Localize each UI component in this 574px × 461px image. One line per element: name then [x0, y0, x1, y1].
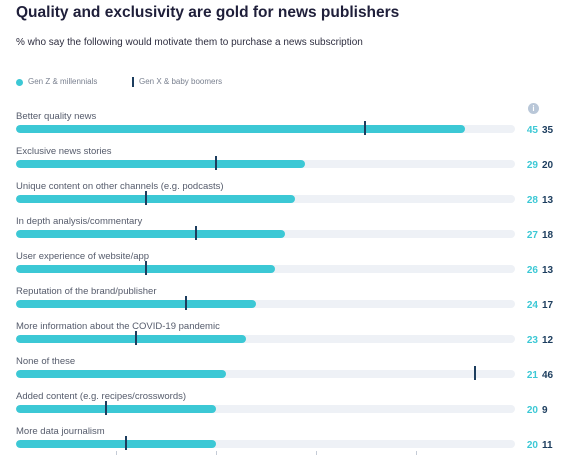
legend-label-genx: Gen X & baby boomers — [139, 77, 223, 86]
chart-title: Quality and exclusivity are gold for new… — [16, 4, 400, 21]
bar-genz — [16, 370, 226, 378]
bar-track — [16, 160, 515, 168]
marker-genx — [214, 156, 217, 170]
value-label-genx: 11 — [542, 440, 553, 451]
marker-genx — [104, 401, 107, 415]
value-label-genz: 20 — [526, 440, 538, 451]
marker-genx — [124, 436, 127, 450]
category-label: In depth analysis/commentary — [16, 216, 143, 227]
category-label: Added content (e.g. recipes/crosswords) — [16, 391, 187, 402]
value-label-genx: 18 — [542, 230, 554, 241]
bar-row: None of these 21 46 — [0, 356, 574, 391]
info-icon[interactable]: i — [528, 103, 539, 114]
bar-genz — [16, 195, 296, 203]
marker-genx — [184, 296, 187, 310]
bar-row: Exclusive news stories 29 20 — [0, 146, 574, 181]
bar-row: Better quality news 45 35 — [0, 111, 574, 146]
bar-track — [16, 195, 515, 203]
axis-tick — [116, 451, 117, 455]
marker-genx — [144, 191, 147, 205]
bar-track — [16, 405, 515, 413]
bar-track — [16, 370, 515, 378]
marker-genx — [144, 261, 147, 275]
bar-genz — [16, 300, 256, 308]
marker-genx — [474, 366, 477, 380]
value-label-genz: 23 — [526, 335, 538, 346]
category-label: Exclusive news stories — [16, 146, 112, 157]
value-label-genx: 20 — [542, 160, 554, 171]
bar-track — [16, 125, 515, 133]
axis-tick — [416, 451, 417, 455]
bar-track — [16, 335, 515, 343]
value-label-genz: 28 — [526, 195, 538, 206]
axis-tick — [316, 451, 317, 455]
marker-genx — [134, 331, 137, 345]
value-label-genz: 26 — [526, 265, 538, 276]
bar-track — [16, 230, 515, 238]
legend-label-genz: Gen Z & millennials — [28, 77, 98, 86]
value-label-genz: 20 — [526, 405, 538, 416]
value-label-genx: 17 — [542, 300, 554, 311]
bar-row: In depth analysis/commentary 27 18 — [0, 216, 574, 251]
value-label-genx: 13 — [542, 265, 554, 276]
value-label-genz: 24 — [526, 300, 538, 311]
axis-tick — [216, 451, 217, 455]
bar-row: Added content (e.g. recipes/crosswords) 2… — [0, 391, 574, 426]
bar-track — [16, 265, 515, 273]
bar-row: More data journalism 20 11 — [0, 426, 574, 461]
category-label: Reputation of the brand/publisher — [16, 286, 157, 297]
value-label-genz: 27 — [526, 230, 538, 241]
category-label: User experience of website/app — [16, 251, 150, 262]
value-label-genz: 21 — [526, 370, 538, 381]
value-label-genx: 13 — [542, 195, 554, 206]
value-label-genx: 35 — [542, 125, 554, 136]
category-label: More information about the COVID-19 pand… — [16, 321, 220, 332]
value-label-genx: 9 — [542, 405, 548, 416]
bar-genz — [16, 440, 216, 448]
bar-genz — [16, 230, 286, 238]
category-label: None of these — [16, 356, 76, 367]
value-label-genx: 46 — [542, 370, 554, 381]
category-label: Unique content on other channels (e.g. p… — [16, 181, 224, 192]
legend-swatch-genz — [16, 79, 23, 86]
bar-track — [16, 300, 515, 308]
bar-row: More information about the COVID-19 pand… — [0, 321, 574, 356]
category-label: More data journalism — [16, 426, 105, 437]
bar-genz — [16, 160, 306, 168]
bar-track — [16, 440, 515, 448]
bar-genz — [16, 125, 466, 133]
value-label-genx: 12 — [542, 335, 554, 346]
legend-swatch-genx — [132, 77, 134, 87]
category-label: Better quality news — [16, 111, 97, 122]
bar-row: Unique content on other channels (e.g. p… — [0, 181, 574, 216]
marker-genx — [364, 121, 367, 135]
value-label-genz: 45 — [526, 125, 538, 136]
chart-subtitle: % who say the following would motivate t… — [16, 37, 363, 48]
bar-genz — [16, 405, 216, 413]
bar-row: Reputation of the brand/publisher 24 17 — [0, 286, 574, 321]
value-label-genz: 29 — [526, 160, 538, 171]
marker-genx — [194, 226, 197, 240]
bar-row: User experience of website/app 26 13 — [0, 251, 574, 286]
bar-genz — [16, 335, 246, 343]
